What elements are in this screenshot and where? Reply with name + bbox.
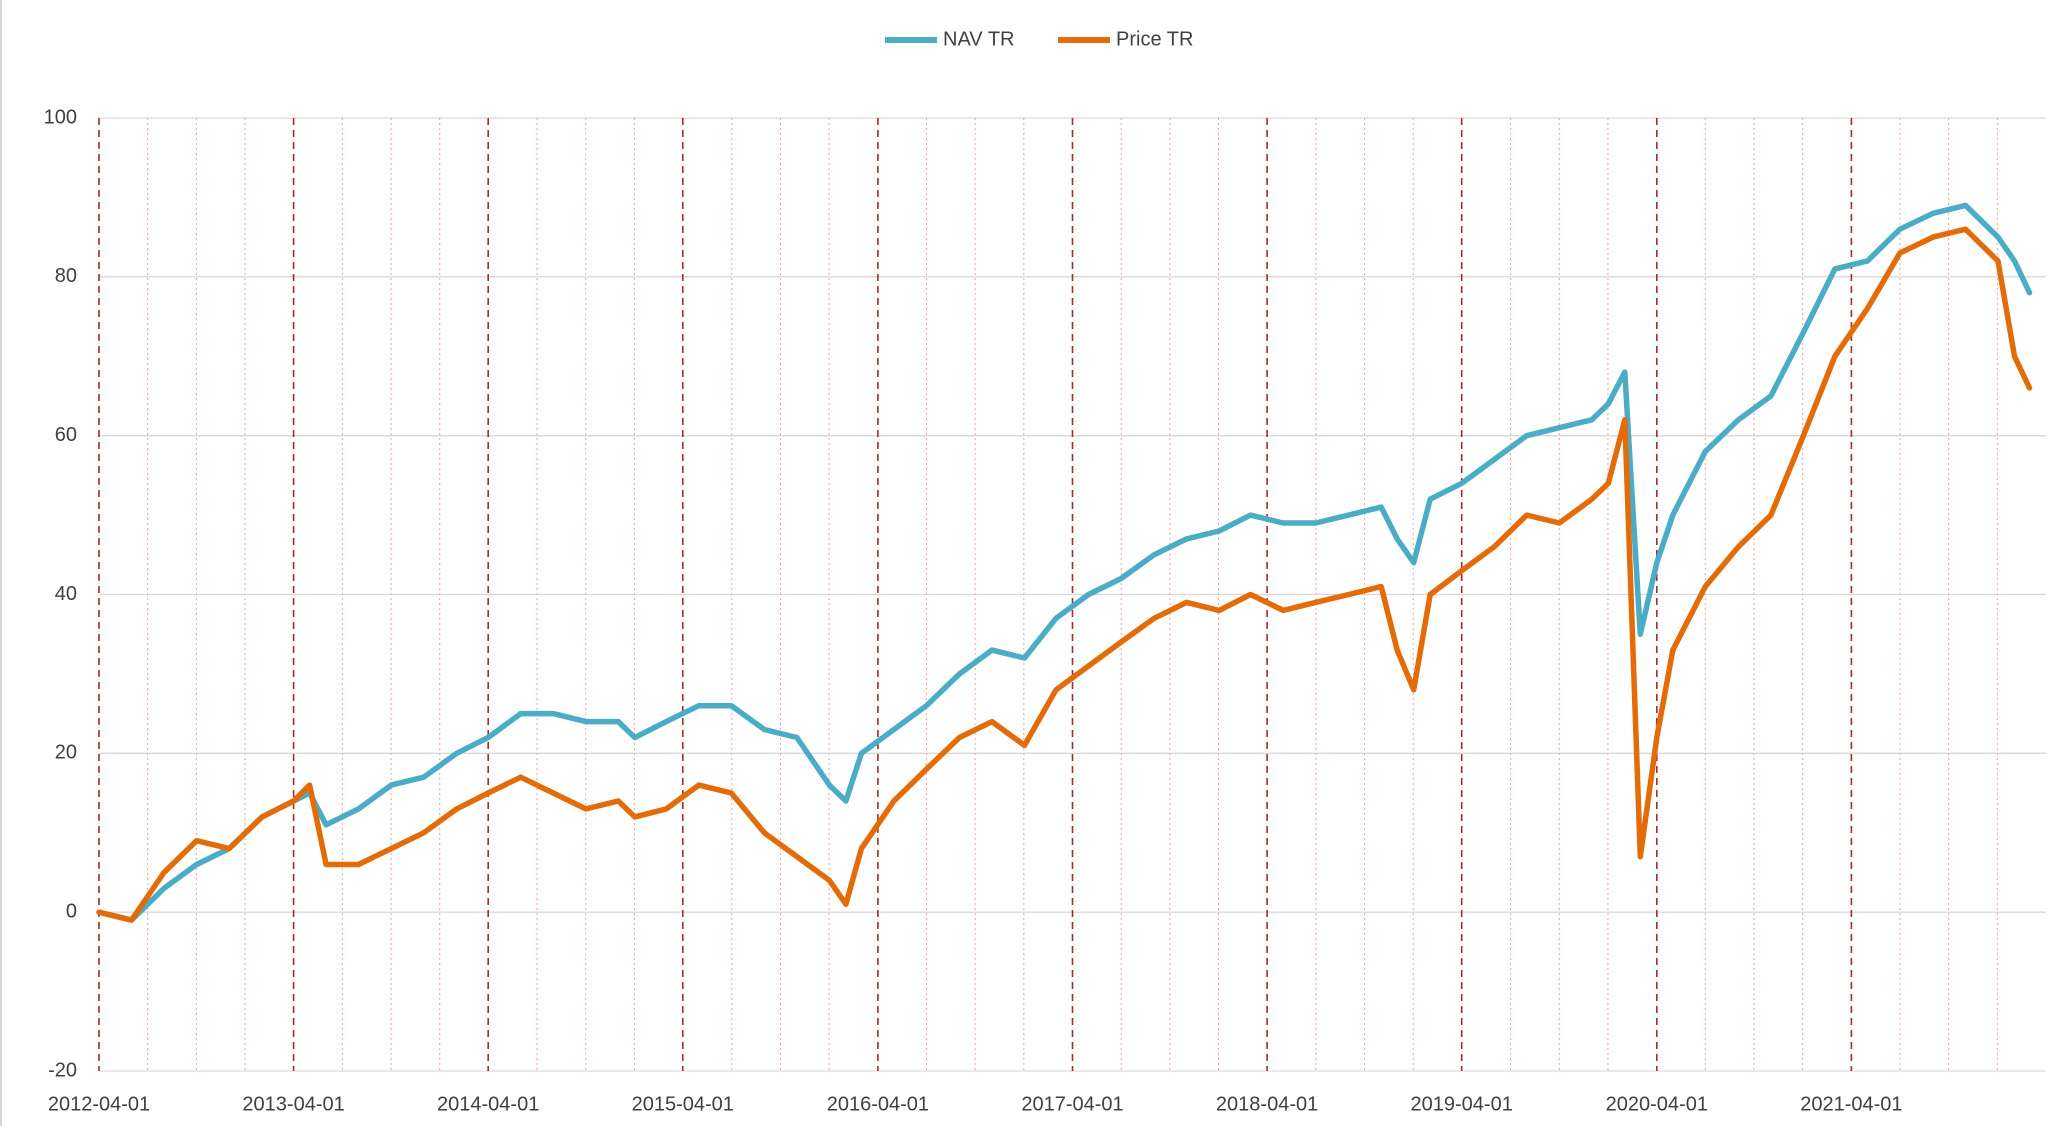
- x-tick-label: 2021-04-01: [1800, 1093, 1902, 1115]
- y-tick-label: 100: [44, 106, 77, 128]
- x-tick-label: 2016-04-01: [827, 1093, 929, 1115]
- x-tick-label: 2019-04-01: [1411, 1093, 1513, 1115]
- x-tick-label: 2020-04-01: [1606, 1093, 1708, 1115]
- y-tick-label: -20: [48, 1059, 77, 1081]
- y-tick-label: 20: [55, 742, 77, 764]
- y-tick-label: 40: [55, 583, 77, 605]
- line: [96, 226, 2033, 923]
- x-tick-label: 2012-04-01: [48, 1093, 150, 1115]
- legend-label: Price TR: [1116, 28, 1193, 50]
- legend-label: NAV TR: [943, 28, 1015, 50]
- y-tick-label: 0: [66, 900, 77, 922]
- x-tick-label: 2018-04-01: [1216, 1093, 1318, 1115]
- line: [96, 202, 2033, 923]
- x-tick-label: 2014-04-01: [437, 1093, 539, 1115]
- x-tick-label: 2017-04-01: [1021, 1093, 1123, 1115]
- y-tick-label: 80: [55, 265, 77, 287]
- x-tick-label: 2015-04-01: [632, 1093, 734, 1115]
- y-tick-label: 60: [55, 424, 77, 446]
- x-tick-label: 2013-04-01: [242, 1093, 344, 1115]
